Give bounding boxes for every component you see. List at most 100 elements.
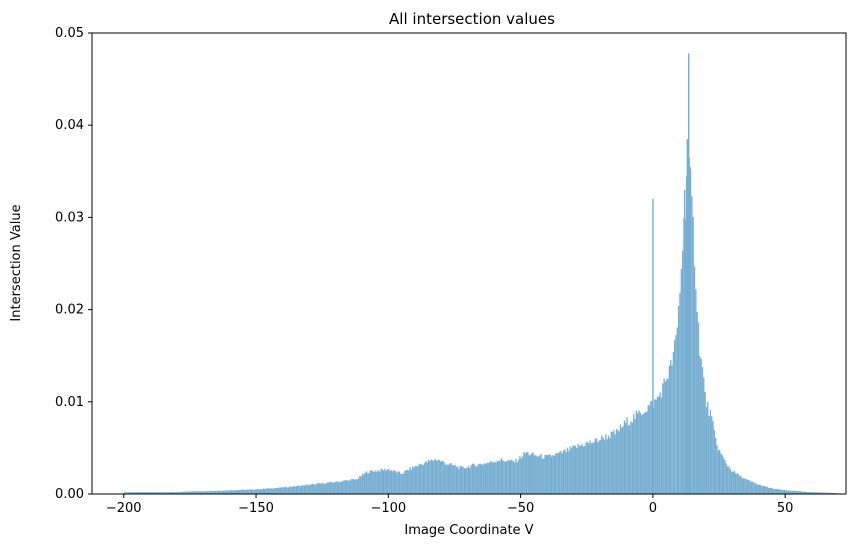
histogram-bar (208, 491, 210, 494)
histogram-bar (226, 490, 229, 494)
histogram-bar (539, 455, 541, 494)
histogram-bar (777, 489, 779, 494)
y-tick-label: 0.05 (55, 26, 84, 41)
histogram-bar (275, 488, 278, 494)
histogram-bar (733, 470, 735, 494)
x-tick-label: 0 (649, 501, 657, 516)
histogram-bar (770, 487, 772, 494)
histogram-bar (127, 492, 130, 494)
histogram-bar (472, 463, 475, 494)
histogram-bar (520, 458, 522, 494)
histogram-bar (499, 460, 501, 494)
histogram-bar (484, 464, 487, 494)
histogram-bar (531, 453, 533, 494)
histogram-bar (327, 482, 329, 494)
histogram-bar (308, 484, 311, 494)
histogram-bar (622, 426, 624, 494)
histogram-bar (265, 488, 267, 494)
histogram-bar (248, 489, 250, 494)
histogram-bar (166, 492, 168, 494)
x-tick-label: −200 (106, 501, 142, 516)
histogram-bar (678, 305, 680, 494)
histogram-bar (738, 475, 741, 494)
histogram-bar (811, 492, 813, 494)
histogram-bar (602, 437, 604, 494)
histogram-bar (139, 492, 141, 494)
histogram-bar (355, 479, 357, 494)
histogram-bar (754, 483, 757, 494)
histogram-bar (647, 405, 649, 494)
histogram-bar (742, 478, 745, 494)
histogram-bar (799, 491, 802, 494)
histogram-bar (199, 491, 201, 494)
histogram-bar (281, 487, 283, 494)
histogram-bar (335, 481, 337, 494)
histogram-bar (147, 492, 149, 494)
histogram-bar (671, 365, 673, 494)
histogram-bar (150, 492, 152, 494)
histogram-bar (316, 483, 319, 494)
histogram-bar (216, 490, 218, 494)
histogram-bar (266, 488, 268, 494)
histogram-bar (372, 471, 374, 494)
histogram-bar (252, 489, 254, 494)
histogram-bar (230, 490, 233, 494)
histogram-bar (552, 454, 554, 494)
histogram-bar (765, 486, 767, 494)
histogram-bar (648, 405, 651, 494)
histogram-bar (430, 459, 432, 494)
histogram-bar (498, 461, 500, 494)
histogram-bar (664, 381, 667, 494)
histogram-bar (454, 465, 456, 494)
histogram-bar (802, 491, 804, 494)
histogram-bar (804, 491, 807, 494)
x-tick-label: −100 (370, 501, 406, 516)
histogram-bar (637, 413, 639, 494)
histogram-bar (326, 482, 328, 494)
histogram-bar (261, 488, 263, 494)
histogram-bar (405, 470, 407, 494)
histogram-bar (523, 452, 525, 494)
histogram-bar (322, 482, 324, 494)
histogram-bar (138, 492, 140, 494)
histogram-bar (453, 465, 455, 494)
histogram-bar (207, 491, 209, 494)
histogram-bar (781, 489, 783, 494)
histogram-bar (188, 491, 190, 494)
histogram-bar (421, 463, 423, 494)
histogram-bar (658, 396, 660, 494)
histogram-bar (270, 488, 272, 494)
histogram-bar (295, 486, 298, 494)
histogram-bar (320, 483, 323, 494)
histogram-bar (420, 464, 422, 494)
histogram-bar (191, 491, 193, 494)
histogram-bar (761, 486, 763, 494)
histogram-bar (291, 486, 294, 494)
y-tick-label: 0.01 (55, 395, 84, 410)
histogram-bar (748, 479, 750, 494)
histogram-bar (722, 457, 725, 494)
histogram-bar (123, 492, 126, 494)
histogram-bar (197, 491, 200, 494)
histogram-bar (167, 492, 169, 494)
histogram-bar (336, 481, 339, 494)
histogram-bar (179, 491, 181, 494)
histogram-bar (639, 412, 641, 494)
histogram-bar (726, 466, 729, 494)
histogram-bar (228, 490, 230, 494)
histogram-bar (375, 470, 377, 494)
histogram-bar (482, 464, 484, 494)
histogram-bar (367, 473, 369, 494)
histogram-bar (215, 490, 217, 494)
histogram-bar (492, 462, 495, 494)
histogram-bar (640, 415, 643, 494)
histogram-bar (629, 424, 631, 494)
histogram-bar (475, 466, 477, 494)
histogram-bar (180, 491, 182, 494)
histogram-bar (298, 485, 300, 494)
histogram-bar (683, 217, 685, 494)
histogram-bar (798, 491, 800, 494)
histogram-bar (365, 471, 368, 494)
histogram-bar (457, 466, 459, 494)
histogram-bar (212, 491, 214, 494)
